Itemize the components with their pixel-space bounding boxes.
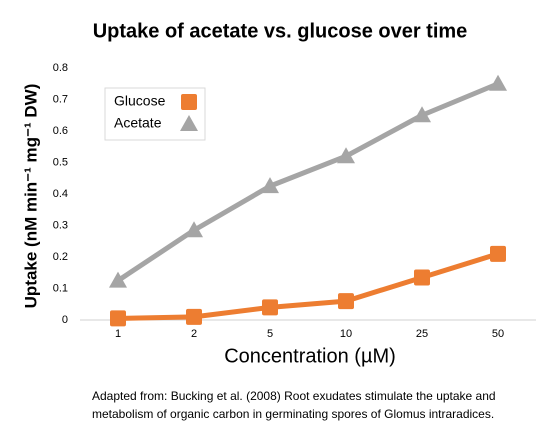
- series-line: [116, 81, 499, 283]
- y-tick-label: 0.5: [53, 156, 68, 168]
- data-point: [489, 74, 507, 91]
- data-point: [110, 310, 126, 327]
- data-point: [337, 147, 355, 164]
- x-tick-label: 5: [267, 328, 273, 340]
- data-point: [185, 221, 203, 238]
- data-point: [413, 106, 431, 123]
- y-tick-label: 0.2: [53, 251, 68, 263]
- y-tick-label: 0.7: [53, 93, 68, 105]
- legend-label: Glucose: [114, 93, 166, 109]
- data-point: [338, 293, 354, 310]
- legend-marker: [180, 115, 198, 131]
- data-point: [414, 269, 430, 286]
- data-point: [261, 177, 279, 194]
- y-tick-label: 0.3: [53, 219, 68, 231]
- caption-line: Adapted from: Bucking et al. (2008) Root…: [92, 389, 496, 403]
- series-line: [117, 251, 499, 321]
- y-tick-label: 0.4: [53, 188, 68, 200]
- x-tick-label: 1: [115, 328, 121, 340]
- x-axis-label: Concentration (µM): [224, 345, 396, 367]
- y-axis-label: Uptake (nM min⁻¹ mg⁻¹ DW): [21, 84, 40, 309]
- data-point: [109, 271, 127, 288]
- legend-marker: [181, 94, 197, 110]
- data-point: [490, 245, 506, 262]
- x-tick-label: 25: [416, 328, 428, 340]
- data-point: [262, 299, 278, 316]
- y-tick-label: 0.6: [53, 125, 68, 137]
- caption-line: metabolism of organic carbon in germinat…: [92, 407, 494, 421]
- x-tick-label: 50: [492, 328, 504, 340]
- x-tick-label: 2: [191, 328, 197, 340]
- y-tick-label: 0: [62, 314, 68, 326]
- x-tick-label: 10: [340, 328, 352, 340]
- y-tick-label: 0.1: [53, 282, 68, 294]
- data-point: [186, 308, 202, 325]
- legend-label: Acetate: [114, 115, 162, 131]
- chart-title: Uptake of acetate vs. glucose over time: [93, 20, 468, 42]
- y-tick-label: 0.8: [53, 62, 68, 74]
